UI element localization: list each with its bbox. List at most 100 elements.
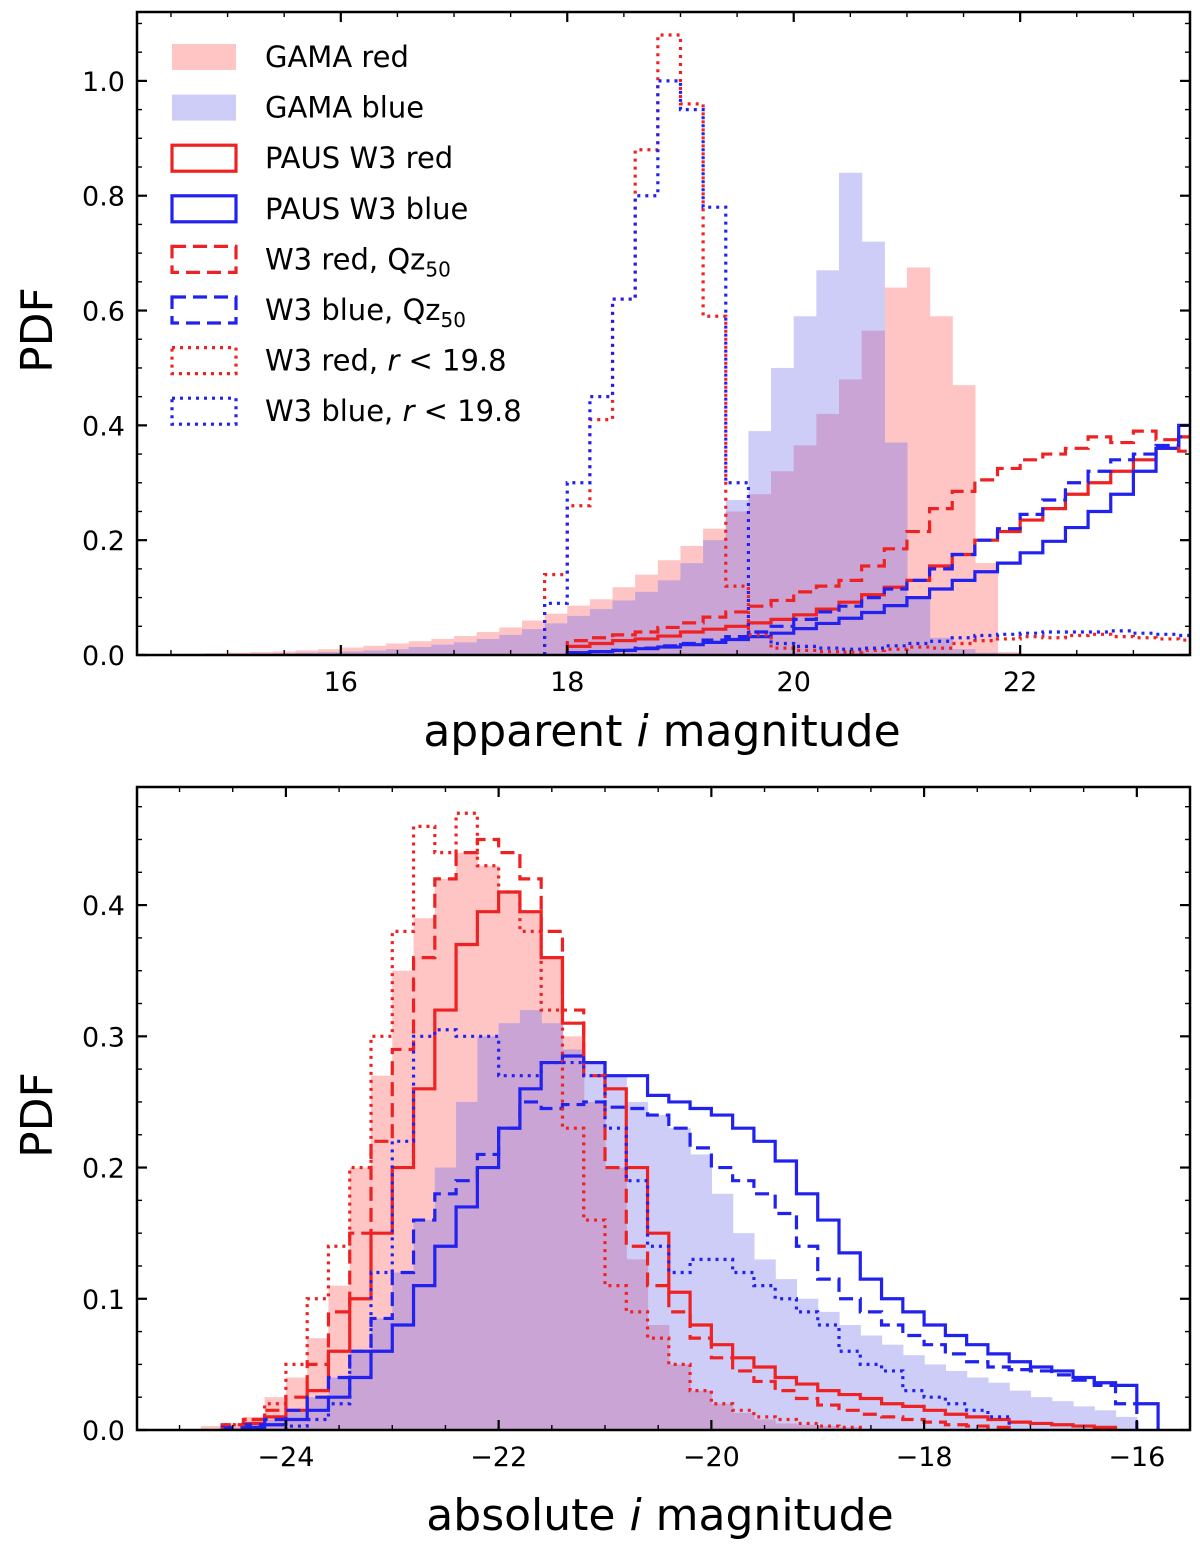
gama-blue-bar: [1094, 1410, 1117, 1430]
legend-label: PAUS W3 red: [265, 141, 453, 175]
gama-overlap-bar: [499, 634, 523, 655]
y-tick-label: 0.6: [82, 297, 125, 328]
gama-overlap-bar: [583, 1101, 606, 1430]
gama-overlap-bar: [328, 1377, 351, 1430]
legend-swatch: [170, 295, 238, 325]
y-tick-label: 0.8: [82, 182, 125, 213]
gama-overlap-bar: [775, 1423, 798, 1430]
gama-overlap-bar: [839, 1427, 861, 1430]
top-panel-apparent-magnitude: 16 18 20 22 0.0 0.2 0.4 0.6 0.8 1.0 apparent i ma…: [12, 10, 1192, 757]
gama-overlap-bar: [884, 442, 908, 655]
gama-overlap-bar: [605, 1167, 627, 1430]
gama-overlap-bar: [408, 646, 432, 655]
w3-red-r-19-8-line: [220, 811, 862, 1430]
gama-red-bar: [974, 563, 999, 655]
gama-overlap-bar: [498, 1023, 521, 1430]
gama-overlap-bar: [680, 563, 704, 655]
gama-red-bar: [250, 652, 274, 655]
legend-entry-r-blue: W3 blue, r < 19.8: [170, 394, 522, 428]
legend-label: GAMA red: [265, 40, 409, 74]
gama-overlap-bar: [541, 1023, 564, 1430]
gama-overlap-bar: [626, 1259, 649, 1430]
legend-label: W3 red, Qz50: [265, 242, 451, 281]
gama-overlap-bar: [861, 330, 885, 655]
gama-overlap-bar: [589, 609, 614, 655]
legend-swatch: [170, 244, 238, 274]
legend-swatch: [172, 44, 236, 70]
legend-label: W3 blue, r < 19.8: [265, 394, 522, 428]
y-tick-label: 1.0: [82, 67, 125, 98]
gama-overlap-bar: [793, 445, 817, 655]
legend-entry-paus-red: PAUS W3 red: [170, 141, 453, 175]
y-tick-label: 0.1: [82, 1285, 125, 1316]
legend-label: PAUS W3 blue: [265, 192, 468, 226]
gama-overlap-bar: [477, 1036, 500, 1430]
gama-red-bar: [997, 652, 1021, 655]
gama-overlap-bar: [434, 1167, 457, 1430]
legend-swatch: [170, 396, 238, 426]
gama-red-bar: [363, 645, 387, 655]
y-tick-label: 0.2: [82, 526, 125, 557]
w3-blue-qz50-line: [565, 435, 1190, 655]
gama-overlap-bar: [454, 642, 478, 655]
bottom-panel-absolute-magnitude: −24 −22 −20 −18 −16 0.0 0.1 0.2 0.3 0.4 absolute …: [12, 785, 1192, 1541]
gama-overlap-bar: [567, 615, 591, 655]
bottom-y-axis-label: PDF: [12, 1072, 63, 1158]
gama-blue-bar: [775, 1279, 798, 1430]
y-tick-label: 0.0: [82, 641, 125, 672]
gama-overlap-bar: [371, 1318, 393, 1430]
x-tick-label: −24: [257, 1442, 314, 1473]
gama-overlap-bar: [647, 1325, 670, 1430]
gama-overlap-bar: [544, 623, 568, 655]
gama-overlap-bar: [817, 1426, 840, 1430]
y-tick-label: 0.2: [82, 1154, 125, 1185]
gama-overlap-bar: [318, 652, 342, 655]
gama-red-bar: [952, 385, 976, 655]
top-y-axis-label: PDF: [12, 287, 63, 373]
gama-overlap-bar: [476, 638, 500, 655]
x-tick-label: −22: [470, 1442, 527, 1473]
gama-overlap-bar: [562, 1049, 585, 1430]
gama-red-bar: [906, 267, 931, 655]
gama-overlap-bar: [521, 629, 546, 655]
gama-blue-bar: [860, 1335, 883, 1430]
gama-overlap-bar: [839, 379, 863, 655]
gama-blue-bar: [711, 1193, 734, 1430]
gama-blue-bar: [753, 1259, 776, 1430]
gama-overlap-bar: [413, 1220, 436, 1430]
legend-entry-r-red: W3 red, r < 19.8: [170, 344, 507, 378]
gama-blue-bar: [1051, 1401, 1074, 1430]
gama-blue-bar: [1073, 1406, 1095, 1430]
gama-blue-bar: [1030, 1397, 1053, 1430]
bottom-axes: −24 −22 −20 −18 −16 0.0 0.1 0.2 0.3 0.4: [82, 785, 1192, 1473]
gama-overlap-bar: [690, 1390, 712, 1430]
gama-blue-bar: [987, 1382, 1010, 1430]
x-tick-label: 18: [550, 667, 584, 698]
y-tick-label: 0.4: [82, 891, 125, 922]
gama-overlap-bar: [816, 413, 840, 655]
gama-blue-bar: [839, 1325, 861, 1430]
legend-label: W3 red, r < 19.8: [265, 344, 507, 378]
w3-red-r-19-8-line: [543, 33, 1190, 655]
w3-blue-qz50-line: [220, 1100, 1139, 1430]
gama-overlap-bar: [456, 1101, 478, 1430]
gama-overlap-bar: [307, 1397, 330, 1430]
legend-entry-gama-blue: GAMA blue: [172, 91, 424, 125]
gama-overlap-bar: [906, 597, 931, 655]
gama-overlap-bar: [668, 1364, 691, 1430]
gama-overlap-bar: [732, 1412, 755, 1430]
gama-overlap-bar: [711, 1403, 734, 1430]
top-x-axis-label: apparent i magnitude: [423, 706, 900, 757]
legend-swatch: [170, 143, 238, 173]
y-tick-label: 0.0: [82, 1416, 125, 1447]
w3-red-qz50-line: [565, 429, 1190, 655]
axes-frame: [135, 785, 1192, 1432]
w3-red-qz50-line: [220, 837, 1011, 1430]
y-tick-label: 0.4: [82, 411, 125, 442]
gama-blue-bar: [690, 1154, 712, 1430]
bottom-x-axis-label: absolute i magnitude: [426, 1490, 893, 1541]
gama-overlap-bar: [392, 1272, 415, 1430]
gama-overlap-bar: [748, 494, 772, 655]
top-plot-area: [159, 33, 1190, 655]
